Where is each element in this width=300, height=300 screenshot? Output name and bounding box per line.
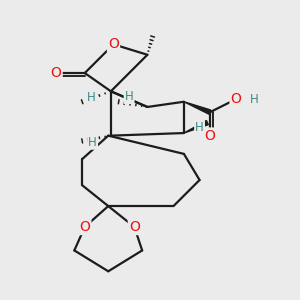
Polygon shape (184, 102, 211, 114)
Text: H: H (250, 93, 259, 106)
Polygon shape (184, 121, 208, 133)
Text: O: O (129, 220, 140, 234)
Text: O: O (51, 66, 62, 80)
Text: O: O (231, 92, 242, 106)
Text: O: O (205, 129, 215, 143)
Text: H: H (125, 90, 134, 103)
Text: O: O (79, 220, 90, 234)
Text: H: H (88, 136, 97, 149)
Text: H: H (195, 121, 204, 134)
Text: H: H (87, 91, 96, 104)
Text: O: O (108, 37, 119, 51)
